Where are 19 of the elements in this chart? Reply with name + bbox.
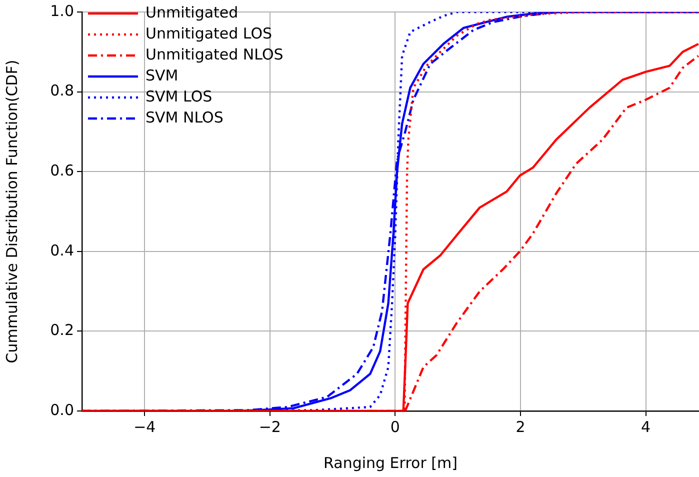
x-axis-title: Ranging Error [m]	[324, 454, 458, 472]
legend-label: SVM	[146, 66, 178, 84]
y-tick-label: 1.0	[50, 2, 74, 20]
x-tick-label: 0	[390, 418, 400, 436]
legend-label: Unmitigated NLOS	[146, 45, 284, 64]
x-tick-label: −2	[258, 418, 281, 436]
y-tick-label: 0.8	[50, 82, 74, 100]
legend-label: SVM NLOS	[146, 108, 224, 126]
x-tick-label: −4	[134, 418, 156, 436]
y-tick-label: 0.0	[50, 400, 74, 419]
x-tick-label: 2	[516, 418, 526, 436]
y-tick-label: 0.2	[50, 321, 74, 340]
y-tick-label: 0.6	[50, 161, 74, 180]
legend-label: SVM LOS	[146, 87, 212, 106]
x-tick-label: 4	[640, 418, 651, 436]
y-axis-title: Cummulative Distribution Function(CDF)	[2, 60, 21, 364]
y-tick-label: 0.4	[50, 241, 74, 260]
legend-label: Unmitigated LOS	[146, 24, 272, 42]
legend-label: Unmitigated	[146, 3, 238, 22]
